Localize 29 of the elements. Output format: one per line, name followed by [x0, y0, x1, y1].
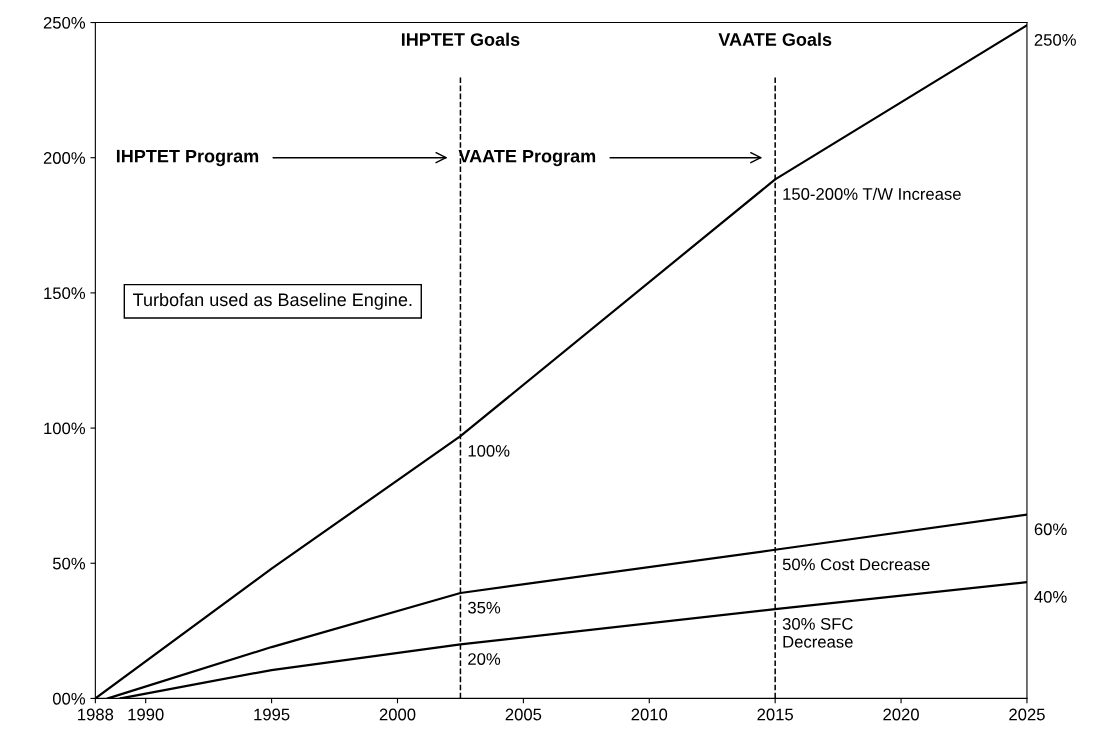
annotation: IHPTET Program [116, 149, 259, 167]
annotation: 40% [1034, 590, 1067, 603]
y-tick-label: 150% [44, 287, 86, 300]
x-tick-label: 1988 [78, 708, 114, 721]
annotation: 150-200% T/W Increase [783, 187, 961, 200]
annotation: 50% Cost Decrease [782, 558, 930, 571]
annotation: VAATE Program [458, 149, 596, 167]
annotation: 20% [468, 653, 501, 665]
y-tick-label: 250% [43, 16, 86, 29]
x-tick-label: 1990 [128, 708, 164, 721]
x-tick-label: 2010 [631, 708, 668, 721]
annotation: 35% [468, 601, 501, 614]
annotation: Turbofan used as Baseline Engine. [133, 292, 412, 310]
x-tick-label: 2000 [379, 708, 416, 721]
ref-line-label: VAATE Goals [718, 32, 832, 46]
annotation: 60% [1034, 523, 1067, 536]
x-tick-label: 2005 [505, 708, 542, 721]
ref-line-label: IHPTET Goals [401, 32, 520, 46]
y-tick-label: 200% [43, 152, 86, 164]
x-tick-label: 2020 [883, 708, 919, 721]
y-tick-label: 00% [52, 692, 86, 705]
y-tick-label: 50% [52, 557, 86, 570]
x-tick-label: 1995 [254, 708, 290, 721]
x-tick-label: 2015 [757, 708, 794, 721]
annotation: 30% SFC Decrease [782, 617, 853, 648]
x-tick-label: 2025 [1009, 708, 1045, 721]
annotation: 100% [468, 444, 510, 457]
y-tick-label: 100% [44, 422, 86, 435]
annotation: 250% [1034, 34, 1076, 46]
